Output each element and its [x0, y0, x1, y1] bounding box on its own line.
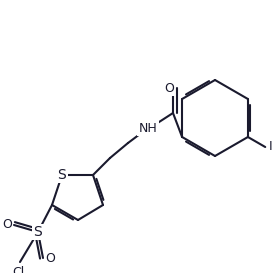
Text: O: O [45, 251, 55, 265]
Text: S: S [58, 168, 66, 182]
Text: O: O [2, 218, 12, 232]
Text: O: O [164, 82, 174, 94]
Text: NH: NH [139, 121, 157, 135]
Text: S: S [34, 225, 42, 239]
Text: I: I [269, 141, 273, 153]
Text: Cl: Cl [12, 266, 24, 273]
